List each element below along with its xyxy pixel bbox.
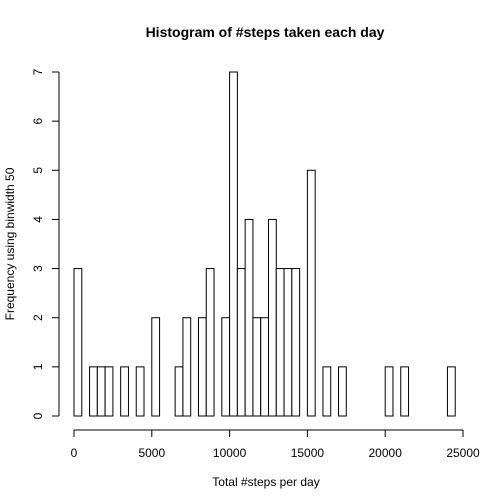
y-axis: 0 1 2 3 4 5 6 7 (31, 68, 60, 419)
histogram-bar (252, 317, 262, 417)
histogram-bar (446, 366, 456, 417)
histogram-bar (400, 366, 410, 417)
x-axis: 0 5000 10000 15000 20000 25000 (71, 429, 480, 460)
histogram-bar (229, 71, 238, 417)
histogram-bar (291, 268, 301, 417)
y-tick-label: 2 (31, 314, 45, 321)
y-axis-label: Frequency using binwidth 50 (3, 167, 17, 320)
histogram-bar (182, 317, 192, 417)
histogram-bar (275, 268, 285, 417)
histogram-bar (174, 366, 184, 417)
bars-group (73, 71, 456, 417)
y-tick-label: 0 (31, 412, 45, 419)
y-tick-label: 6 (31, 117, 45, 124)
histogram-bar (104, 366, 114, 417)
x-tick-label: 5000 (138, 446, 165, 460)
histogram-bar (205, 268, 215, 417)
histogram-bar (89, 366, 98, 417)
y-tick-label: 5 (31, 167, 45, 174)
histogram-bar (338, 366, 347, 417)
histogram-bar (236, 268, 246, 417)
histogram-bar (244, 218, 254, 417)
histogram-bar (306, 169, 316, 417)
histogram-bar (260, 317, 270, 417)
histogram-bar (120, 366, 129, 417)
y-tick-label: 4 (31, 216, 45, 223)
histogram-bar (96, 366, 106, 417)
histogram-bar (384, 366, 394, 417)
histogram-bar (268, 218, 277, 417)
x-axis-label: Total #steps per day (212, 475, 319, 489)
x-tick-label: 20000 (369, 446, 403, 460)
x-tick-label: 10000 (213, 446, 247, 460)
y-tick-label: 7 (31, 68, 45, 75)
x-tick-label: 0 (71, 446, 78, 460)
histogram-bar (73, 268, 83, 417)
y-tick-label: 1 (31, 363, 45, 370)
histogram-bar (197, 317, 207, 417)
chart-title: Histogram of #steps taken each day (146, 24, 385, 40)
histogram-bar (221, 317, 231, 417)
histogram-bar (283, 268, 293, 417)
y-tick-label: 3 (31, 265, 45, 272)
histogram-bar (135, 366, 145, 417)
x-tick-label: 15000 (291, 446, 325, 460)
histogram-bar (151, 317, 161, 417)
histogram-bar (322, 366, 332, 417)
x-tick-label: 25000 (446, 446, 480, 460)
